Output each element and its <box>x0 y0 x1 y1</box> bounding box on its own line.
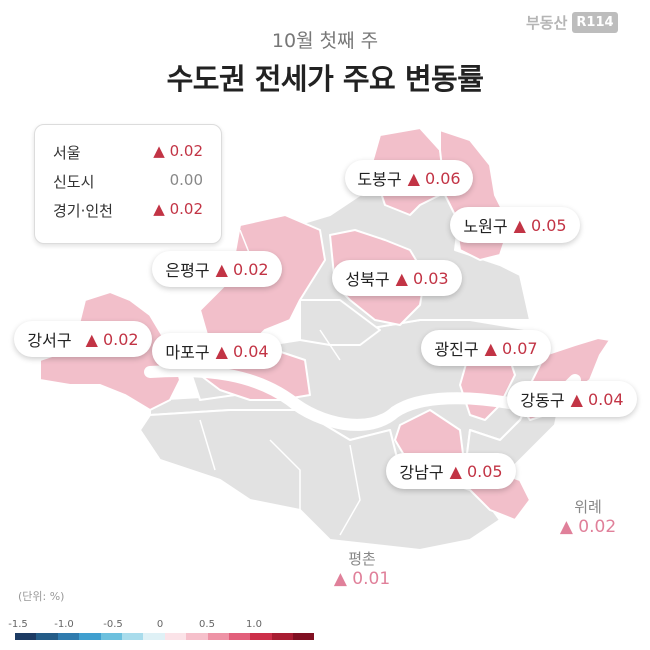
scale-tick: -0.5 <box>103 619 123 630</box>
map-title: 수도권 전세가 주요 변동률 <box>166 62 484 96</box>
district-boundary <box>319 329 341 361</box>
district-label-gangdong: 강동구 ▲ 0.04 <box>507 381 637 417</box>
scale-swatch <box>79 633 101 640</box>
outer-label-wirye: 위례 ▲ 0.02 <box>548 496 628 537</box>
district-label-gangnam: 강남구 ▲ 0.05 <box>386 453 516 489</box>
district-label-mapo: 마포구 ▲ 0.04 <box>152 333 282 369</box>
district-name: 은평구 <box>165 261 210 280</box>
district-name: 성북구 <box>345 270 390 289</box>
unit-label: (단위: %) <box>18 590 65 603</box>
color-scale-bar <box>15 633 315 640</box>
district-boundary <box>339 444 361 536</box>
logo-badge: R114 <box>572 12 618 33</box>
scale-tick: -1.5 <box>8 619 28 630</box>
district-value: ▲ 0.04 <box>570 389 624 409</box>
scale-swatch <box>100 633 122 640</box>
district-name: 광진구 <box>434 340 479 359</box>
district-value: ▲ 0.05 <box>513 215 567 235</box>
scale-tick: 0 <box>156 619 164 630</box>
district-label-eunpyeong: 은평구 ▲ 0.02 <box>152 251 282 287</box>
scale-swatch <box>121 633 144 640</box>
district-boundary <box>269 439 301 510</box>
district-name: 강서구 <box>27 331 72 350</box>
district-label-gwangjin: 광진구 ▲ 0.07 <box>421 330 551 366</box>
outer-name: 위례 <box>574 498 602 516</box>
district-value: ▲ 0.02 <box>85 329 139 349</box>
scale-tick: -1.0 <box>54 619 74 630</box>
outer-label-pyeongchon: 평촌 ▲ 0.01 <box>322 548 402 589</box>
district-label-dobong: 도봉구 ▲ 0.06 <box>345 160 473 196</box>
summary-value: ▲ 0.02 <box>153 142 203 160</box>
scale-tick: 0.5 <box>199 619 215 630</box>
scale-swatch <box>57 633 80 640</box>
summary-row-gyeonggi-incheon: 경기·인천 ▲ 0.02 <box>53 200 203 222</box>
district-value: ▲ 0.06 <box>407 168 461 188</box>
district-value: ▲ 0.07 <box>484 338 538 358</box>
district-shape-base <box>139 409 501 551</box>
summary-value: ▲ 0.02 <box>153 200 203 218</box>
scale-swatch <box>207 633 229 640</box>
summary-row-new-towns: 신도시 0.00 <box>53 171 203 193</box>
district-shape-base <box>299 299 381 346</box>
district-label-seongbuk: 성북구 ▲ 0.03 <box>332 260 462 296</box>
scale-swatch <box>186 633 208 640</box>
district-name: 도봉구 <box>357 170 402 189</box>
scale-swatch <box>228 633 251 640</box>
scale-swatch <box>15 633 37 640</box>
scale-swatch <box>36 633 58 640</box>
map-subtitle: 10월 첫째 주 <box>271 30 379 52</box>
district-label-nowon: 노원구 ▲ 0.05 <box>450 207 580 243</box>
scale-swatch <box>143 633 165 640</box>
outer-name: 평촌 <box>348 550 376 568</box>
district-name: 마포구 <box>165 343 210 362</box>
summary-row-seoul: 서울 ▲ 0.02 <box>53 142 203 164</box>
scale-tick: 1.0 <box>246 619 262 630</box>
logo-text: 부동산 <box>526 14 568 32</box>
outer-value: ▲ 0.01 <box>333 569 391 589</box>
district-label-gangseo: 강서구 ▲ 0.02 <box>14 321 152 357</box>
district-name: 강남구 <box>399 463 444 482</box>
district-value: ▲ 0.02 <box>215 259 269 279</box>
district-value: ▲ 0.04 <box>215 341 269 361</box>
summary-label: 서울 <box>53 144 81 162</box>
summary-label: 신도시 <box>53 173 95 191</box>
summary-value: 0.00 <box>169 171 203 189</box>
scale-swatch <box>271 633 294 640</box>
district-value: ▲ 0.05 <box>449 461 503 481</box>
outer-value: ▲ 0.02 <box>559 517 617 537</box>
summary-panel: 서울 ▲ 0.02 신도시 0.00 경기·인천 ▲ 0.02 <box>34 124 222 244</box>
scale-swatch <box>293 633 315 640</box>
scale-swatch <box>250 633 272 640</box>
district-name: 노원구 <box>463 217 508 236</box>
brand-logo: 부동산 R114 <box>526 12 618 33</box>
scale-swatch <box>164 633 187 640</box>
district-name: 강동구 <box>520 391 565 410</box>
district-boundary <box>199 419 216 471</box>
summary-label: 경기·인천 <box>53 202 113 220</box>
district-value: ▲ 0.03 <box>395 268 449 288</box>
